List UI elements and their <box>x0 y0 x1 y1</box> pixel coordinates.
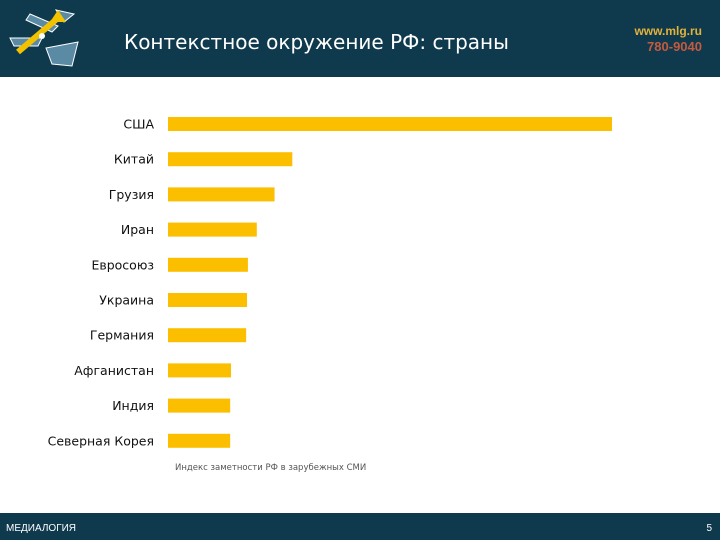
category-label: Иран <box>121 222 154 237</box>
category-label: Индия <box>112 398 154 413</box>
bar <box>168 152 293 167</box>
footer-brand: МЕДИАЛОГИЯ <box>6 523 77 534</box>
category-label: Северная Корея <box>48 433 154 448</box>
contact-block: www.mlg.ru 780-9040 <box>634 24 702 55</box>
bar <box>168 363 232 378</box>
medialogia-compass-logo-icon <box>9 9 79 67</box>
category-label: Грузия <box>109 187 154 202</box>
page-title: Контекстное окружение РФ: страны <box>124 30 509 54</box>
category-label: Украина <box>99 293 154 308</box>
bar <box>168 293 248 307</box>
header-bar: Контекстное окружение РФ: страны www.mlg… <box>0 0 720 77</box>
phone-number: 780-9040 <box>647 39 702 54</box>
category-label: Евросоюз <box>91 257 154 272</box>
footer-bar: МЕДИАЛОГИЯ 5 <box>0 513 720 540</box>
bar <box>168 257 248 272</box>
bar <box>168 398 231 413</box>
bar <box>168 328 247 343</box>
bar <box>168 117 612 131</box>
category-label: США <box>123 117 154 132</box>
bar-chart: США Китай Грузия Иран Евросоюз Украина Германи… <box>48 117 612 473</box>
category-label: Германия <box>90 328 154 343</box>
category-label: Китай <box>114 152 154 167</box>
bar <box>168 222 257 237</box>
website-link[interactable]: www.mlg.ru <box>634 24 702 38</box>
category-label: Афганистан <box>74 363 154 378</box>
page-number: 5 <box>706 523 712 534</box>
bar <box>168 187 275 202</box>
x-axis-label: Индекс заметности РФ в зарубежных СМИ <box>175 463 366 473</box>
bar <box>168 433 231 448</box>
